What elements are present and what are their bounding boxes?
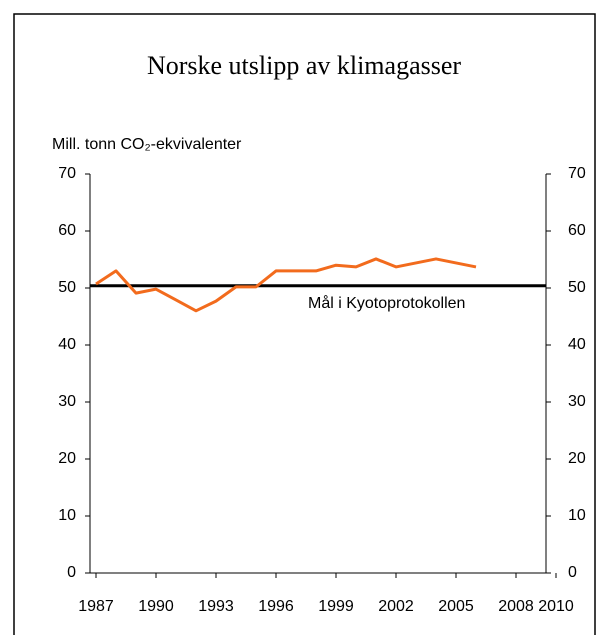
y2-tick-label: 50 [568, 279, 586, 296]
x-tick-label: 2002 [378, 598, 414, 615]
series-line [95, 257, 477, 313]
y2-tick-label: 30 [568, 393, 586, 410]
x-tick-label: 1996 [258, 598, 294, 615]
target-label: Mål i Kyotoprotokollen [308, 294, 465, 312]
y-tick-label: 60 [58, 222, 76, 239]
y-tick-label: 10 [58, 507, 76, 524]
y-tick-label: 70 [58, 165, 76, 182]
y2-tick-label: 20 [568, 450, 586, 467]
y-tick-label: 40 [58, 336, 76, 353]
x-tick-label: 2005 [438, 598, 474, 615]
y-tick-label: 50 [58, 279, 76, 296]
y-axis-label: Mill. tonn CO₂-ekvivalenter [52, 136, 242, 153]
y2-tick-label: 60 [568, 222, 586, 239]
y2-tick-label: 10 [568, 507, 586, 524]
y2-tick-label: 40 [568, 336, 586, 353]
chart-title: Norske utslipp av klimagasser [147, 51, 461, 80]
y-tick-label: 20 [58, 450, 76, 467]
x-tick-label: 2010 [538, 598, 574, 615]
x-tick-label: 2008 [498, 598, 534, 615]
x-tick-label: 1990 [138, 598, 174, 615]
x-tick-label: 1993 [198, 598, 234, 615]
y2-tick-label: 0 [568, 564, 577, 581]
y-tick-label: 30 [58, 393, 76, 410]
x-tick-label: 1999 [318, 598, 354, 615]
x-tick-label: 1987 [78, 598, 114, 615]
y-tick-label: 0 [67, 564, 76, 581]
frame [13, 13, 596, 635]
y2-tick-label: 70 [568, 165, 586, 182]
